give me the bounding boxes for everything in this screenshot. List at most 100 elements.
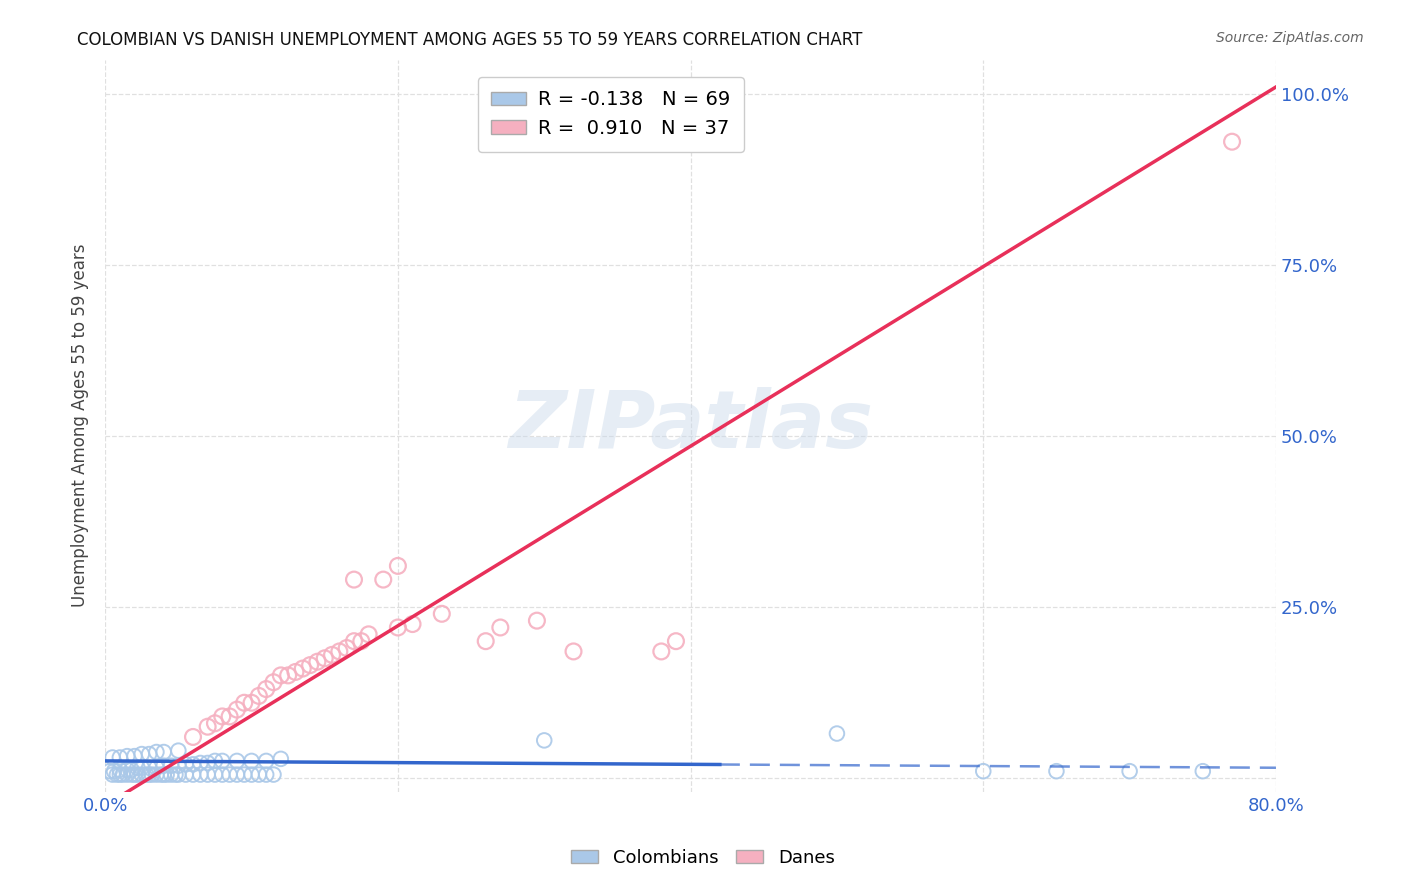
Point	[174, 757, 197, 772]
Point	[350, 634, 373, 648]
Point	[181, 757, 204, 772]
Point	[138, 747, 160, 761]
Point	[254, 681, 277, 696]
Point	[124, 749, 146, 764]
Point	[1220, 135, 1243, 149]
Point	[152, 758, 174, 772]
Point	[115, 767, 138, 781]
Point	[270, 668, 292, 682]
Point	[474, 634, 496, 648]
Point	[387, 620, 409, 634]
Legend: Colombians, Danes: Colombians, Danes	[564, 842, 842, 874]
Legend: R = -0.138   N = 69, R =  0.910   N = 37: R = -0.138 N = 69, R = 0.910 N = 37	[478, 77, 744, 152]
Point	[650, 644, 672, 658]
Point	[108, 750, 131, 764]
Point	[149, 767, 172, 781]
Point	[131, 767, 153, 781]
Point	[226, 703, 249, 717]
Point	[167, 767, 190, 781]
Point	[665, 634, 688, 648]
Point	[218, 767, 240, 781]
Point	[115, 763, 138, 777]
Point	[343, 573, 366, 587]
Point	[197, 756, 219, 770]
Point	[167, 744, 190, 758]
Point	[240, 767, 263, 781]
Y-axis label: Unemployment Among Ages 55 to 59 years: Unemployment Among Ages 55 to 59 years	[72, 244, 89, 607]
Point	[98, 764, 121, 779]
Point	[138, 767, 160, 781]
Point	[240, 696, 263, 710]
Point	[160, 758, 183, 772]
Point	[387, 558, 409, 573]
Point	[108, 763, 131, 777]
Text: COLOMBIAN VS DANISH UNEMPLOYMENT AMONG AGES 55 TO 59 YEARS CORRELATION CHART: COLOMBIAN VS DANISH UNEMPLOYMENT AMONG A…	[77, 31, 863, 49]
Point	[204, 716, 226, 731]
Point	[124, 767, 146, 781]
Point	[254, 767, 277, 781]
Point	[226, 754, 249, 768]
Point	[336, 640, 359, 655]
Point	[299, 658, 322, 673]
Point	[197, 767, 219, 781]
Point	[972, 764, 994, 779]
Point	[270, 752, 292, 766]
Point	[121, 767, 143, 781]
Point	[121, 763, 143, 777]
Point	[101, 767, 124, 781]
Point	[373, 573, 395, 587]
Point	[127, 761, 149, 775]
Point	[211, 767, 233, 781]
Point	[165, 767, 187, 781]
Point	[247, 689, 270, 703]
Point	[240, 754, 263, 768]
Point	[357, 627, 380, 641]
Point	[825, 726, 848, 740]
Point	[218, 709, 240, 723]
Point	[291, 661, 314, 675]
Point	[1191, 764, 1213, 779]
Point	[263, 767, 285, 781]
Point	[233, 696, 256, 710]
Point	[1045, 764, 1067, 779]
Point	[152, 767, 174, 781]
Point	[115, 749, 138, 764]
Point	[174, 767, 197, 781]
Point	[254, 754, 277, 768]
Point	[156, 767, 179, 781]
Point	[131, 761, 153, 775]
Point	[145, 761, 167, 775]
Point	[204, 767, 226, 781]
Point	[284, 665, 307, 679]
Point	[526, 614, 548, 628]
Point	[343, 634, 366, 648]
Point	[108, 767, 131, 781]
Point	[233, 767, 256, 781]
Point	[277, 668, 299, 682]
Point	[188, 767, 211, 781]
Point	[181, 730, 204, 744]
Point	[188, 756, 211, 770]
Point	[211, 709, 233, 723]
Point	[562, 644, 585, 658]
Point	[101, 750, 124, 764]
Point	[160, 767, 183, 781]
Point	[111, 767, 134, 781]
Point	[105, 767, 128, 781]
Point	[247, 767, 270, 781]
Point	[226, 767, 249, 781]
Text: Source: ZipAtlas.com: Source: ZipAtlas.com	[1216, 31, 1364, 45]
Point	[145, 767, 167, 781]
Point	[145, 745, 167, 759]
Point	[328, 644, 350, 658]
Point	[263, 675, 285, 690]
Point	[401, 617, 423, 632]
Point	[1118, 764, 1140, 779]
Point	[131, 747, 153, 761]
Text: ZIPatlas: ZIPatlas	[508, 386, 873, 465]
Point	[321, 648, 343, 662]
Point	[307, 655, 329, 669]
Point	[314, 651, 336, 665]
Point	[167, 758, 190, 772]
Point	[489, 620, 512, 634]
